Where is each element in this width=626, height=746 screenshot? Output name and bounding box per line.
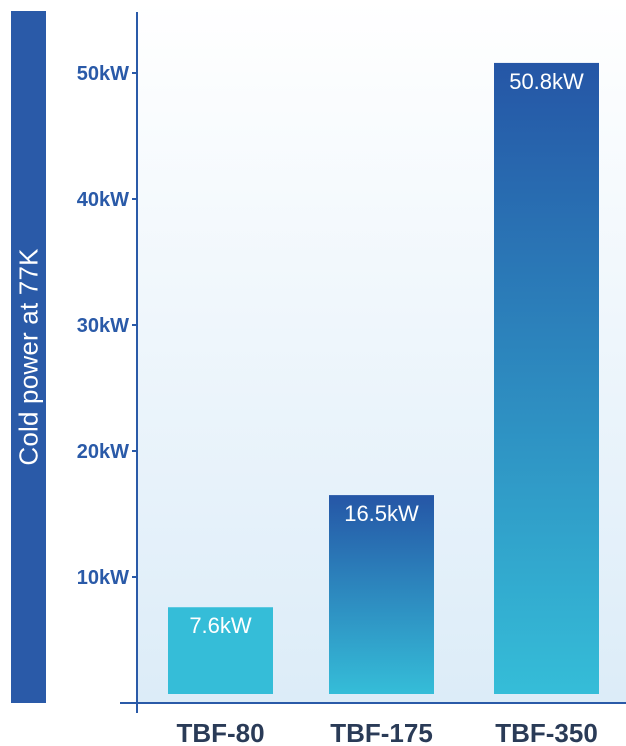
y-tick-label: 20kW xyxy=(77,441,129,463)
bar-value-label: 50.8kW xyxy=(509,69,584,94)
y-tick-label: 30kW xyxy=(77,315,129,337)
y-tick-label: 50kW xyxy=(77,63,129,85)
bar-value-label: 7.6kW xyxy=(189,613,252,638)
x-category-label: TBF-350 xyxy=(495,718,598,746)
y-tick-label: 40kW xyxy=(77,189,129,211)
x-category-label: TBF-80 xyxy=(176,718,264,746)
bar-value-label: 16.5kW xyxy=(344,501,419,526)
x-category-label: TBF-175 xyxy=(330,718,433,746)
bar xyxy=(329,495,434,694)
y-tick-label: 10kW xyxy=(77,567,129,589)
y-axis-label-band: Cold power at 77K xyxy=(11,11,46,703)
bar xyxy=(168,607,273,694)
bar xyxy=(494,62,599,695)
